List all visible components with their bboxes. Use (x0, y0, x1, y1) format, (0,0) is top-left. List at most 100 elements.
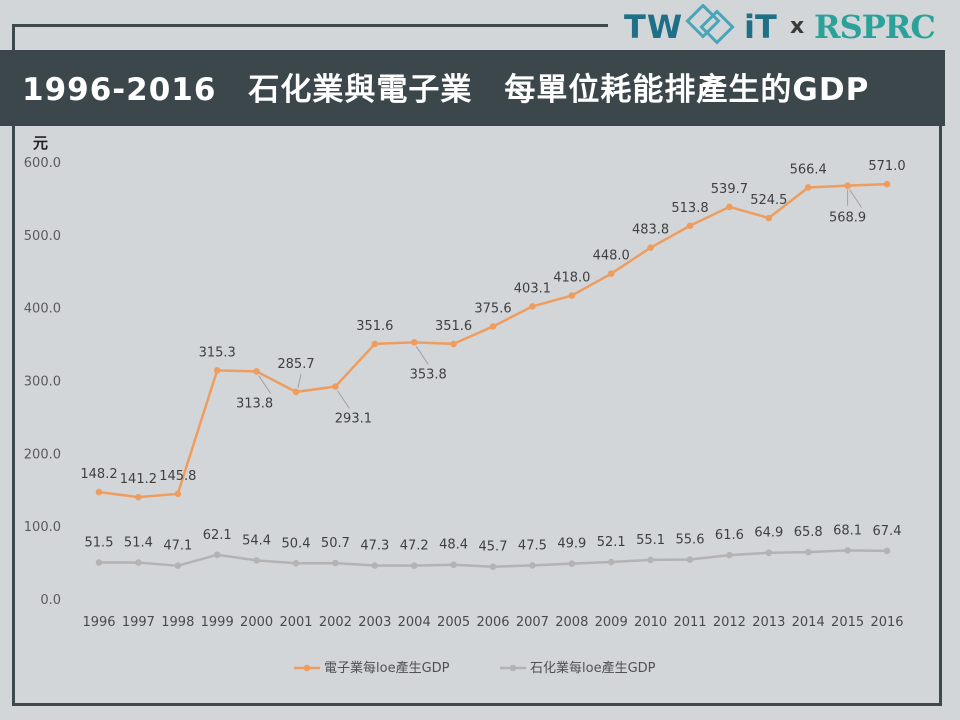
data-label: 54.4 (242, 533, 271, 548)
data-point (371, 340, 379, 348)
data-label: 539.7 (711, 182, 748, 197)
x-tick-label: 1996 (82, 615, 115, 630)
title-bar (0, 50, 945, 126)
data-label: 55.6 (676, 533, 705, 548)
data-point (529, 303, 536, 310)
data-point (883, 180, 891, 188)
data-point (253, 557, 260, 564)
data-label: 285.7 (277, 357, 314, 372)
data-point (450, 340, 457, 348)
data-point (568, 292, 576, 299)
data-label: 47.2 (400, 539, 429, 554)
data-label: 403.1 (514, 281, 551, 296)
data-label: 49.9 (557, 537, 586, 552)
data-label: 418.0 (553, 271, 590, 286)
y-tick-label: 300.0 (24, 375, 61, 390)
legend-marker-2 (509, 664, 517, 672)
data-label: 568.9 (829, 211, 866, 226)
data-label: 50.4 (282, 536, 311, 551)
logo-mark-icon (685, 4, 735, 45)
x-tick-label: 2003 (358, 615, 391, 630)
data-point (253, 368, 260, 375)
data-label: 448.0 (593, 249, 630, 264)
data-label: 47.1 (163, 539, 192, 554)
data-point (450, 561, 457, 569)
data-label: 353.8 (410, 367, 447, 382)
data-label: 375.6 (474, 301, 511, 316)
y-tick-label: 400.0 (24, 302, 61, 317)
x-tick-label: 2000 (240, 615, 273, 630)
legend-marker-1 (303, 664, 311, 672)
data-point (726, 203, 733, 211)
data-label: 313.8 (236, 396, 273, 411)
y-axis-unit-label: 元 (33, 134, 48, 152)
outer-frame (12, 24, 942, 706)
data-label: 61.6 (715, 528, 744, 543)
x-tick-label: 2011 (673, 615, 706, 630)
data-point (174, 490, 182, 498)
data-label: 141.2 (120, 472, 157, 487)
data-point (489, 563, 497, 571)
data-label: 45.7 (479, 540, 508, 555)
legend-label-2: 石化業每loe產生GDP (530, 660, 656, 676)
data-point (332, 559, 339, 567)
data-point (844, 547, 851, 554)
data-point (95, 559, 103, 566)
x-tick-label: 2009 (595, 615, 628, 630)
series-line-1 (98, 182, 888, 499)
leader-line (415, 346, 429, 365)
data-label: 351.6 (435, 319, 472, 334)
data-label: 351.6 (356, 319, 393, 334)
data-label: 571.0 (868, 159, 905, 174)
logo-rsprc-text: RSPRC (814, 8, 936, 46)
data-point (292, 559, 300, 567)
data-point (686, 556, 694, 563)
y-tick-label: 600.0 (24, 156, 61, 171)
data-label: 65.8 (794, 525, 823, 540)
data-label: 513.8 (671, 201, 708, 216)
x-tick-label: 2007 (516, 615, 549, 630)
data-label: 293.1 (335, 412, 372, 427)
data-point (765, 214, 773, 222)
data-label: 55.1 (636, 533, 665, 548)
data-label: 67.4 (873, 524, 902, 539)
data-label: 52.1 (597, 535, 626, 550)
data-point (647, 556, 654, 564)
data-point (686, 222, 694, 230)
x-tick-label: 2010 (634, 615, 667, 630)
x-tick-label: 2016 (870, 615, 903, 630)
data-label: 47.3 (360, 539, 389, 554)
x-tick-label: 2001 (279, 615, 312, 630)
data-label: 483.8 (632, 223, 669, 238)
data-point (647, 244, 654, 251)
x-tick-label: 1997 (122, 615, 155, 630)
data-point (804, 184, 812, 191)
leader-line (849, 189, 863, 208)
data-label: 148.2 (80, 467, 117, 482)
data-point (883, 547, 891, 555)
data-point (765, 549, 773, 557)
x-tick-label: 2006 (476, 615, 509, 630)
logo-area (608, 0, 960, 50)
data-point (844, 182, 851, 189)
y-tick-label: 0.0 (40, 593, 61, 608)
y-tick-label: 200.0 (24, 447, 61, 462)
data-point (568, 560, 576, 567)
logo-x-text: x (790, 14, 805, 39)
x-tick-label: 2012 (713, 615, 746, 630)
data-label: 62.1 (203, 528, 232, 543)
data-point (607, 270, 615, 278)
leader-line (297, 373, 302, 389)
y-tick-label: 100.0 (24, 520, 61, 535)
x-tick-label: 2008 (555, 615, 588, 630)
x-tick-label: 1999 (201, 615, 234, 630)
data-label: 524.5 (750, 193, 787, 208)
data-label: 51.5 (85, 535, 114, 550)
data-label: 68.1 (833, 523, 862, 538)
logo-tw-text: TW (624, 8, 684, 46)
data-point (332, 383, 339, 390)
x-tick-label: 2005 (437, 615, 470, 630)
data-label: 50.7 (321, 536, 350, 551)
logo-it-text: iT (744, 8, 777, 46)
